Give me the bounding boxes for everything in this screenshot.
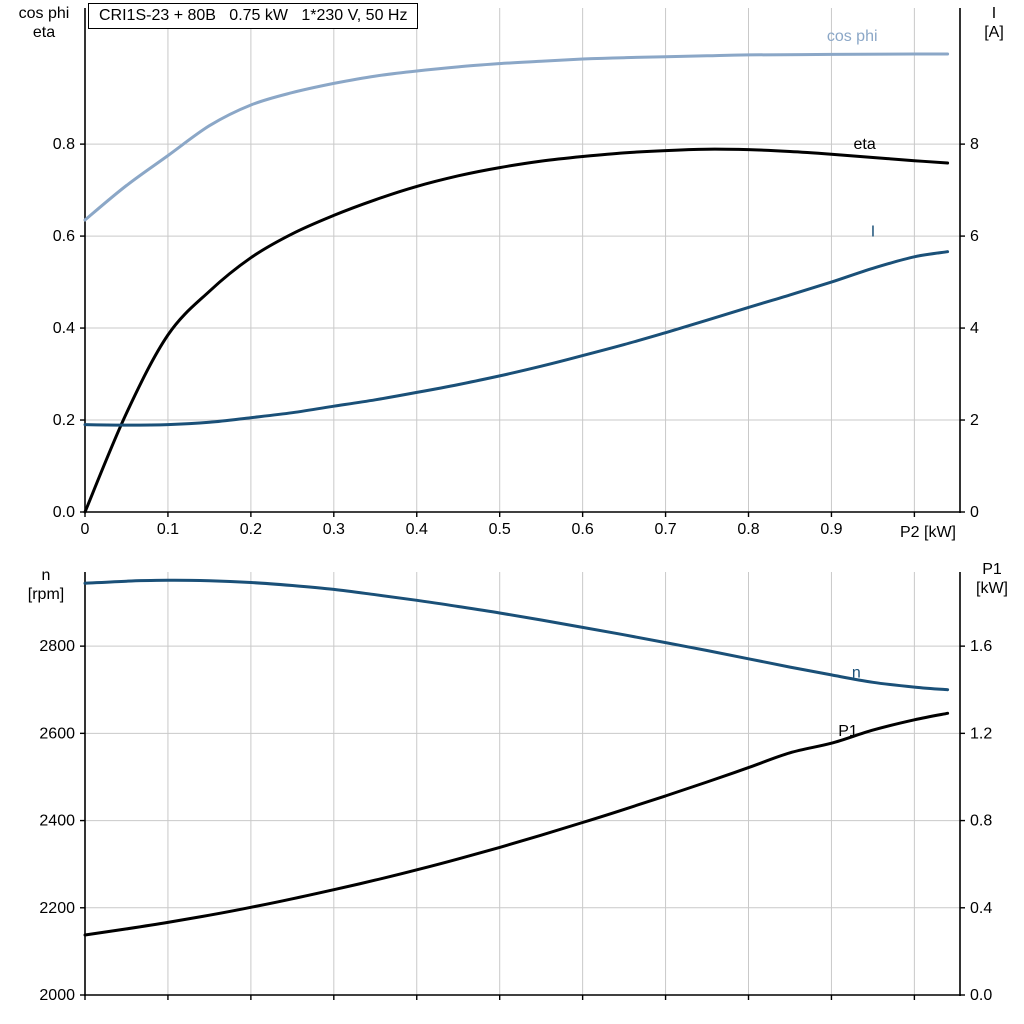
speed-axis-unit: [rpm] [27, 586, 65, 604]
left-tick-label: 0.4 [53, 320, 75, 337]
x-tick-label: 0.3 [323, 521, 345, 538]
curve-label-I: I [871, 223, 875, 240]
upper-chart: 0 0.1 0.2 0.3 0.4 0.5 0.6 0.7 0.8 0.9 0.0 0.2 0.4 0.6… [53, 8, 979, 538]
x-tick-label: 0.5 [489, 521, 511, 538]
left-tick-label: 2600 [39, 725, 75, 742]
lower-left-axis-title: n [rpm] [6, 566, 86, 604]
left-tick-label: 0.2 [53, 412, 75, 429]
left-tick-label: 2800 [39, 638, 75, 655]
right-tick-label: 0.8 [970, 813, 992, 830]
current-axis-unit: [A] [984, 24, 1004, 42]
cos-phi-axis-label: cos phi [18, 5, 70, 22]
lower-chart: 2000 2200 2400 2600 2800 0.0 0.4 0.8 1.2 1.6 n P1 [39, 572, 992, 1004]
x-tick-label: 0.2 [240, 521, 262, 538]
left-tick-label: 2200 [39, 900, 75, 917]
current-axis-label: I [991, 5, 997, 22]
left-tick-label: 0.0 [53, 504, 75, 521]
chart-title-box: CRI1S-23 + 80B 0.75 kW 1*230 V, 50 Hz [88, 3, 419, 29]
right-tick-label: 8 [970, 136, 979, 153]
right-tick-label: 0.0 [970, 987, 992, 1004]
x-tick-label: 0.6 [572, 521, 594, 538]
curve-label-cos-phi: cos phi [827, 28, 878, 45]
right-tick-label: 1.2 [970, 725, 992, 742]
curve-n [83, 578, 950, 692]
curve-I [83, 250, 950, 427]
x-tick-label: 0.4 [406, 521, 428, 538]
right-tick-label: 0 [970, 504, 979, 521]
x-tick-label: 0 [81, 521, 90, 538]
right-tick-label: 0.4 [970, 900, 992, 917]
curve-label-n: n [852, 664, 861, 681]
left-tick-label: 2400 [39, 813, 75, 830]
curve-P1 [83, 711, 950, 937]
upper-left-axis-title: cos phi eta [6, 4, 82, 42]
speed-axis-label: n [41, 567, 51, 584]
eta-axis-label: eta [32, 24, 56, 42]
left-tick-label: 0.8 [53, 136, 75, 153]
x-tick-label: 0.8 [737, 521, 759, 538]
left-tick-label: 2000 [39, 987, 75, 1004]
lower-right-axis-title: P1 [kW] [964, 560, 1020, 598]
p1-axis-unit: [kW] [976, 580, 1008, 598]
right-tick-label: 6 [970, 228, 979, 245]
right-tick-label: 1.6 [970, 638, 992, 655]
x-tick-label: 0.1 [157, 521, 179, 538]
curve-eta [83, 147, 950, 514]
curve-cos-phi [83, 52, 950, 222]
upper-right-axis-title: I [A] [970, 4, 1018, 42]
x-tick-label: 0.9 [820, 521, 842, 538]
right-tick-label: 4 [970, 320, 979, 337]
curve-label-eta: eta [853, 136, 875, 153]
curve-label-P1: P1 [838, 723, 858, 740]
right-tick-label: 2 [970, 412, 979, 429]
p1-axis-label: P1 [982, 561, 1002, 578]
left-tick-label: 0.6 [53, 228, 75, 245]
x-tick-label: 0.7 [654, 521, 676, 538]
x-axis-label: P2 [kW] [899, 524, 956, 541]
